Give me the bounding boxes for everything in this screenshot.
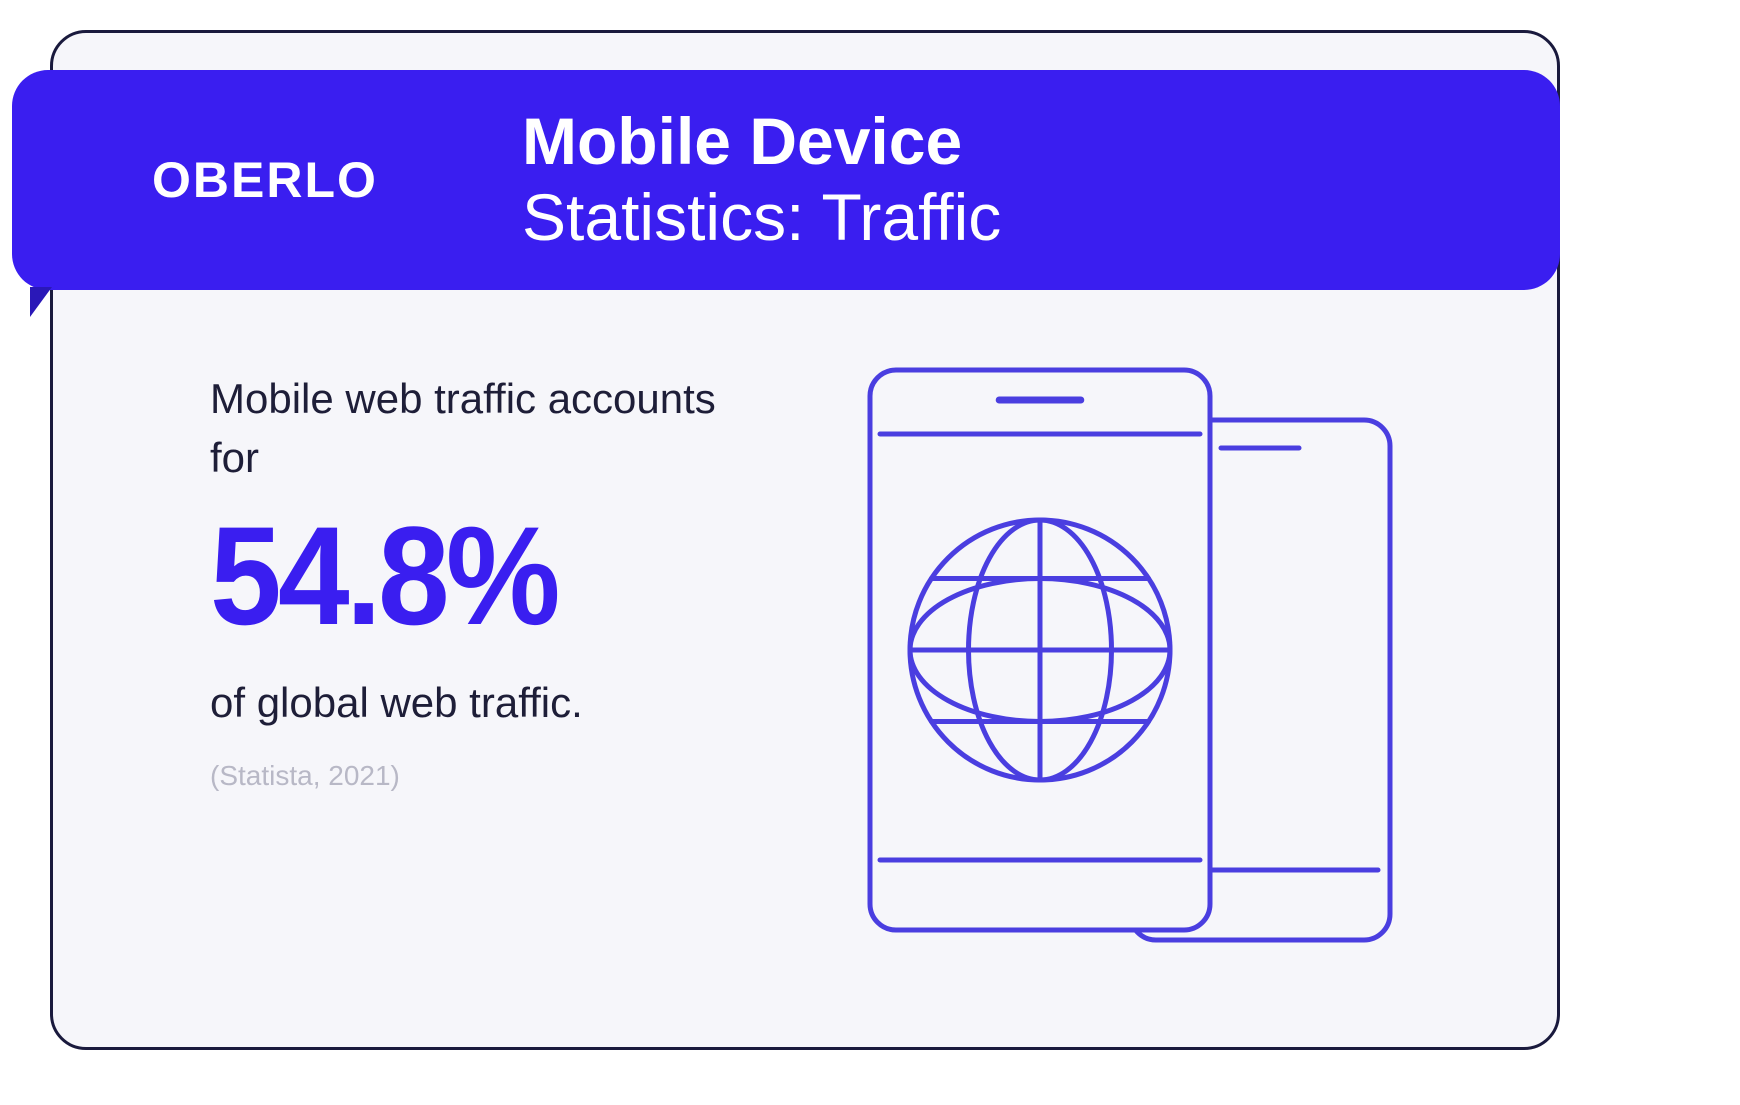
- banner-fold-shadow: [30, 287, 52, 317]
- lede-text: Mobile web traffic accounts for: [210, 370, 730, 488]
- tail-text: of global web traffic.: [210, 674, 730, 733]
- stat-value: 54.8%: [210, 506, 688, 646]
- title-line-2: Statistics: Traffic: [522, 180, 1001, 256]
- source-citation: (Statista, 2021): [210, 760, 730, 792]
- stat-copy-block: Mobile web traffic accounts for 54.8% of…: [210, 370, 730, 792]
- title-banner: OBERLO Mobile Device Statistics: Traffic: [12, 70, 1560, 290]
- brand-logo: OBERLO: [152, 151, 522, 209]
- title-block: Mobile Device Statistics: Traffic: [522, 104, 1001, 256]
- title-line-1: Mobile Device: [522, 104, 1001, 180]
- mobile-globe-illustration: [810, 350, 1450, 960]
